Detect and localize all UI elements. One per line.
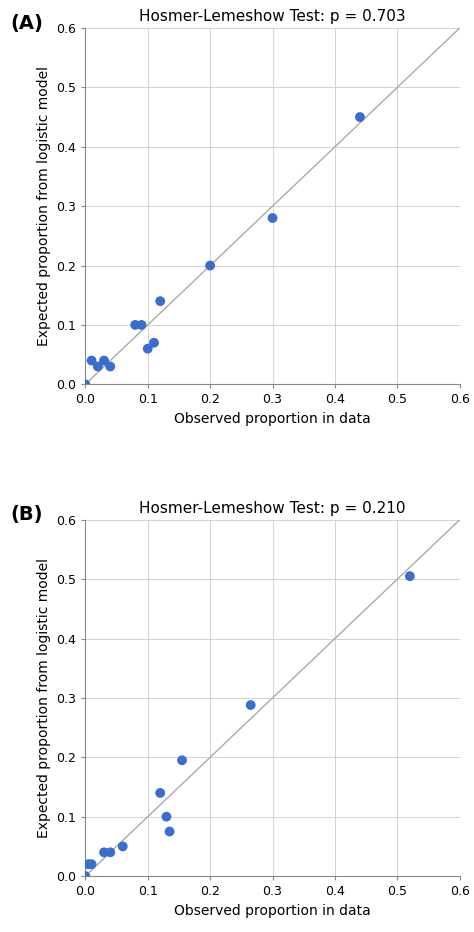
Point	[156, 786, 164, 801]
Point	[247, 697, 255, 712]
Point	[163, 809, 170, 824]
Point	[85, 857, 92, 871]
Point	[82, 377, 89, 391]
Text: (B): (B)	[10, 505, 43, 525]
Y-axis label: Expected proportion from logistic model: Expected proportion from logistic model	[37, 558, 51, 838]
Y-axis label: Expected proportion from logistic model: Expected proportion from logistic model	[37, 66, 51, 346]
X-axis label: Observed proportion in data: Observed proportion in data	[174, 412, 371, 426]
Point	[88, 353, 95, 368]
Point	[150, 336, 158, 350]
Point	[206, 258, 214, 273]
Point	[166, 824, 173, 839]
Point	[178, 753, 186, 768]
X-axis label: Observed proportion in data: Observed proportion in data	[174, 904, 371, 918]
Title: Hosmer-Lemeshow Test: p = 0.703: Hosmer-Lemeshow Test: p = 0.703	[139, 9, 406, 24]
Point	[137, 318, 145, 333]
Point	[100, 845, 108, 860]
Point	[406, 569, 414, 583]
Point	[82, 869, 89, 884]
Point	[144, 341, 152, 356]
Point	[107, 845, 114, 860]
Point	[100, 353, 108, 368]
Title: Hosmer-Lemeshow Test: p = 0.210: Hosmer-Lemeshow Test: p = 0.210	[139, 500, 406, 515]
Point	[156, 294, 164, 308]
Point	[119, 839, 127, 854]
Point	[88, 857, 95, 871]
Point	[107, 359, 114, 374]
Text: (A): (A)	[10, 14, 43, 33]
Point	[131, 318, 139, 333]
Point	[269, 211, 276, 226]
Point	[94, 359, 101, 374]
Point	[356, 110, 364, 125]
